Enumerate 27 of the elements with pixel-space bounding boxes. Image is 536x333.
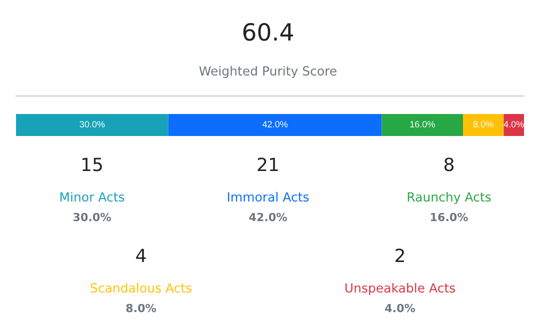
data-label: 8.0% (473, 121, 494, 128)
text: Immoral Acts (228, 192, 309, 202)
data-label: 4.0% (504, 121, 524, 128)
text: Minor Acts (60, 192, 124, 202)
text: Scandalous Acts (90, 282, 192, 293)
text: 2 (396, 248, 404, 262)
text: 30.0% (73, 212, 111, 222)
bar (16, 114, 168, 136)
text: 42.0% (249, 212, 287, 222)
text: 21 (258, 158, 278, 171)
data-label: 42.0% (262, 121, 288, 128)
data-label: 16.0% (410, 121, 435, 128)
chart-title: 60.4 (243, 22, 293, 41)
text: 16.0% (430, 212, 468, 222)
bar (168, 114, 382, 136)
text: 15 (82, 158, 102, 172)
chart-subtitle: Weighted Purity Score (199, 66, 336, 78)
bar (463, 114, 504, 136)
bar (382, 114, 464, 136)
data-label: 30.0% (80, 121, 105, 128)
text: Unspeakable Acts (345, 282, 456, 296)
text: 8.0% (126, 304, 156, 312)
text: 4 (136, 248, 146, 262)
text: 4.0% (385, 304, 416, 312)
text: 8 (444, 158, 454, 172)
text: Raunchy Acts (408, 192, 491, 204)
bar (504, 114, 524, 136)
